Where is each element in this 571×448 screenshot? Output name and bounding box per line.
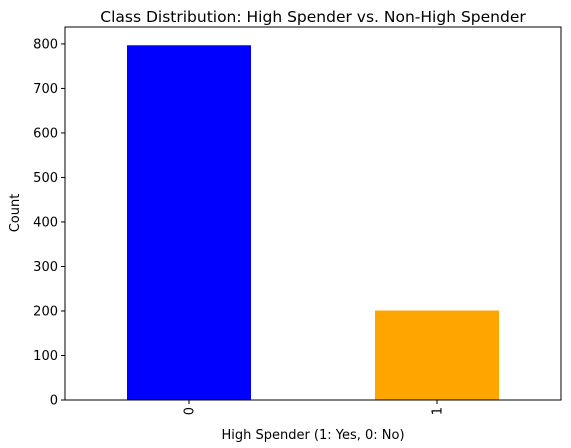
bar-1 [375, 310, 499, 400]
bar-0 [127, 45, 251, 401]
y-tick-label: 400 [33, 215, 58, 230]
y-tick-label: 0 [50, 394, 58, 409]
x-tick-label: 1 [431, 407, 446, 415]
y-tick-label: 200 [33, 304, 58, 319]
y-tick-label: 800 [33, 37, 58, 52]
y-tick-label: 100 [33, 349, 58, 364]
y-axis-label: Count [8, 194, 23, 233]
y-tick-label: 700 [33, 82, 58, 97]
plot-area: 0 100 200 300 400 500 600 700 800 0 1 [33, 37, 499, 415]
y-tick-label: 300 [33, 260, 58, 275]
x-axis-label: High Spender (1: Yes, 0: No) [221, 428, 404, 443]
chart-title: Class Distribution: High Spender vs. Non… [100, 8, 526, 26]
y-tick-label: 500 [33, 171, 58, 186]
y-tick-label: 600 [33, 126, 58, 141]
plot-frame [64, 26, 562, 401]
x-tick-label: 0 [183, 407, 198, 415]
